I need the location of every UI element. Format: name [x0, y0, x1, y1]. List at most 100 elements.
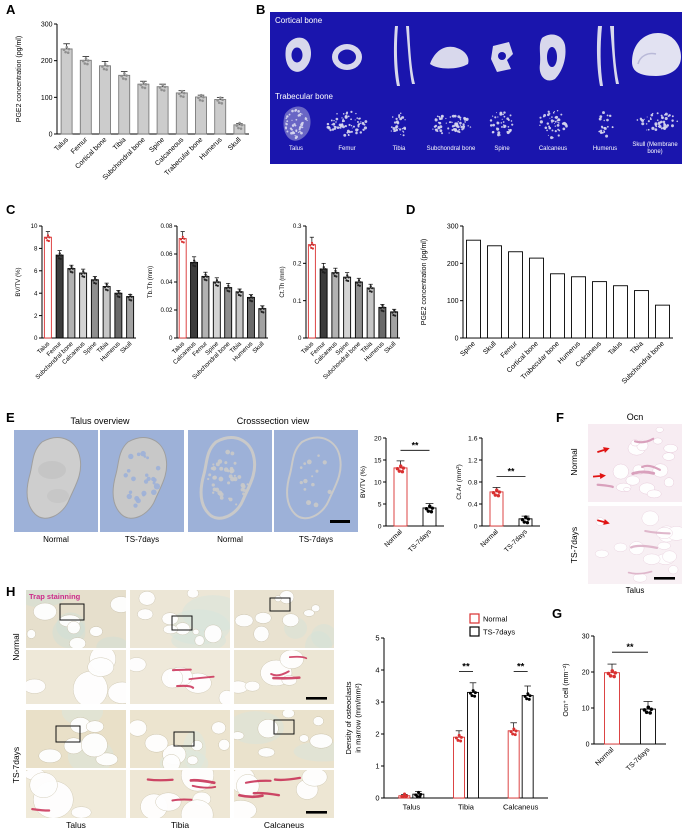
svg-text:Spine: Spine	[148, 136, 166, 154]
f-normal-row-label: Normal	[569, 448, 579, 476]
trap-normal-tibia-zoom-image	[130, 650, 230, 704]
talus-crosssection-ts7days-image	[274, 430, 358, 532]
f-ts7days-row-label: TS-7days	[569, 526, 579, 564]
svg-text:100: 100	[447, 298, 459, 305]
talus-overview-ts7days-image	[100, 430, 184, 532]
svg-text:Spine: Spine	[459, 340, 477, 358]
panel-a-label: A	[6, 2, 16, 17]
svg-text:200: 200	[41, 58, 53, 65]
svg-text:15: 15	[374, 457, 382, 464]
trap-ts7days-calcaneus-zoom-image	[234, 770, 334, 818]
svg-text:4: 4	[375, 666, 379, 675]
panel-h-chart: 0 1 2 3 4 5 Density of osteoclasts in marrow (m…	[344, 613, 548, 812]
svg-text:2: 2	[375, 730, 379, 739]
svg-text:0: 0	[169, 335, 173, 342]
svg-text:10: 10	[582, 705, 590, 712]
panel-c-label: C	[6, 202, 16, 217]
svg-text:Normal: Normal	[479, 528, 500, 549]
trap-ts7days-talus-zoom-image	[26, 770, 126, 818]
svg-text:Normal: Normal	[383, 528, 404, 549]
svg-text:5: 5	[378, 501, 382, 508]
bone-label-spine: Spine	[494, 146, 510, 152]
svg-text:1.2: 1.2	[468, 457, 478, 464]
h-col-label-tibia: Tibia	[170, 820, 190, 830]
svg-text:5: 5	[375, 634, 379, 643]
svg-text:Skull: Skull	[383, 340, 397, 354]
panel-g-label: G	[552, 606, 563, 621]
svg-text:**: **	[626, 642, 634, 652]
svg-text:Trabecular bone: Trabecular bone	[520, 340, 561, 381]
svg-text:300: 300	[41, 21, 53, 28]
svg-text:0.02: 0.02	[160, 307, 173, 314]
svg-text:20: 20	[582, 669, 590, 676]
svg-text:0: 0	[474, 523, 478, 530]
svg-text:300: 300	[447, 223, 459, 230]
panel-b-label: B	[256, 2, 266, 17]
subchondral-trabecular-icon	[432, 114, 472, 135]
bone-label-femur: Femur	[338, 146, 356, 152]
svg-text:10: 10	[374, 479, 382, 486]
h-col-label-talus: Talus	[66, 820, 86, 830]
svg-text:Subchondral bone: Subchondral bone	[621, 340, 666, 385]
svg-text:Talus: Talus	[607, 340, 624, 357]
svg-text:Ct.Th (mm): Ct.Th (mm)	[279, 266, 286, 297]
ocn-ts7days-talus-image	[588, 506, 682, 584]
trap-staining-label: Trap stainning	[29, 592, 81, 601]
panel-h-label: H	[6, 584, 16, 599]
panel-e-label: E	[6, 410, 15, 425]
svg-text:Density of osteoclasts: Density of osteoclasts	[344, 681, 353, 754]
panel-b-bone-images	[283, 26, 681, 141]
svg-text:BV/TV (%): BV/TV (%)	[15, 267, 22, 296]
bone-label-talus: Talus	[288, 146, 303, 152]
panel-a-chart: 0 100 200 300 PGE2 concentration (pg/ml) Talu…	[16, 21, 249, 182]
e-image-label-4: TS-7days	[298, 535, 334, 544]
svg-text:PGE2 concentration (pg/ml): PGE2 concentration (pg/ml)	[16, 36, 23, 122]
svg-text:0: 0	[455, 335, 459, 342]
trap-ts7days-calcaneus-image	[234, 710, 334, 768]
bone-label-tibia: Tibia	[392, 146, 406, 152]
cortical-bone-label: Cortical bone	[275, 16, 323, 25]
panel-c-ctth-chart: 00.10.20.3Ct.Th (mm)TalusFemurCalcaneusS…	[279, 223, 400, 381]
humerus-cortical-icon	[596, 26, 603, 86]
svg-text:0.04: 0.04	[160, 279, 173, 286]
svg-text:**: **	[517, 662, 525, 673]
svg-text:100: 100	[41, 95, 53, 102]
svg-text:4: 4	[34, 290, 38, 297]
svg-text:TS-7days: TS-7days	[407, 528, 433, 554]
svg-text:Skull: Skull	[482, 340, 498, 356]
svg-text:10: 10	[31, 223, 38, 230]
svg-text:0: 0	[298, 335, 302, 342]
h-col-label-calcaneus: Calcaneus	[263, 820, 305, 830]
svg-text:Tibia: Tibia	[458, 803, 475, 812]
trap-normal-talus-zoom-image	[26, 650, 126, 704]
svg-text:TS-7days: TS-7days	[483, 628, 515, 637]
svg-text:Tb.Th (mm): Tb.Th (mm)	[147, 266, 154, 298]
svg-text:Talus: Talus	[54, 136, 71, 153]
svg-text:30: 30	[582, 633, 590, 640]
panel-d-chart: 0 100 200 300 PGE2 concentration (pg/ml) Spin…	[421, 223, 673, 386]
bone-label-skull: Skull (Membrane bone)	[632, 142, 678, 155]
svg-text:Skull: Skull	[119, 340, 133, 354]
talus-normal-crosssection-graphic	[199, 436, 257, 520]
svg-text:Tibia: Tibia	[112, 136, 128, 152]
svg-text:3: 3	[375, 698, 379, 707]
talus-overview-normal-image	[14, 430, 98, 532]
skull-cortical-icon	[632, 33, 681, 76]
panel-e-ctar-chart: 0 0.4 0.8 1.2 1.6 Ct.Ar (mm²) Normal TS-7days **	[456, 435, 540, 554]
trabecular-bone-label: Trabecular bone	[275, 92, 333, 101]
svg-text:Ocn⁺ cell (mm⁻²): Ocn⁺ cell (mm⁻²)	[563, 663, 570, 716]
trap-normal-tibia-image	[130, 590, 230, 648]
crosssection-view-title: Crosssection view	[236, 416, 310, 426]
panel-b-microct-box: Cortical bone Trabecular bone	[270, 12, 682, 164]
svg-text:0.06: 0.06	[160, 251, 173, 258]
talus-overview-title: Talus overview	[70, 416, 130, 426]
talus-normal-overview-graphic	[26, 437, 82, 519]
svg-text:20: 20	[374, 435, 382, 442]
svg-text:**: **	[508, 467, 515, 477]
svg-text:0: 0	[375, 794, 379, 803]
e-image-label-1: Normal	[43, 535, 69, 544]
talus-ts7days-crosssection-graphic	[286, 436, 350, 523]
humerus-trabecular-icon	[598, 111, 614, 138]
